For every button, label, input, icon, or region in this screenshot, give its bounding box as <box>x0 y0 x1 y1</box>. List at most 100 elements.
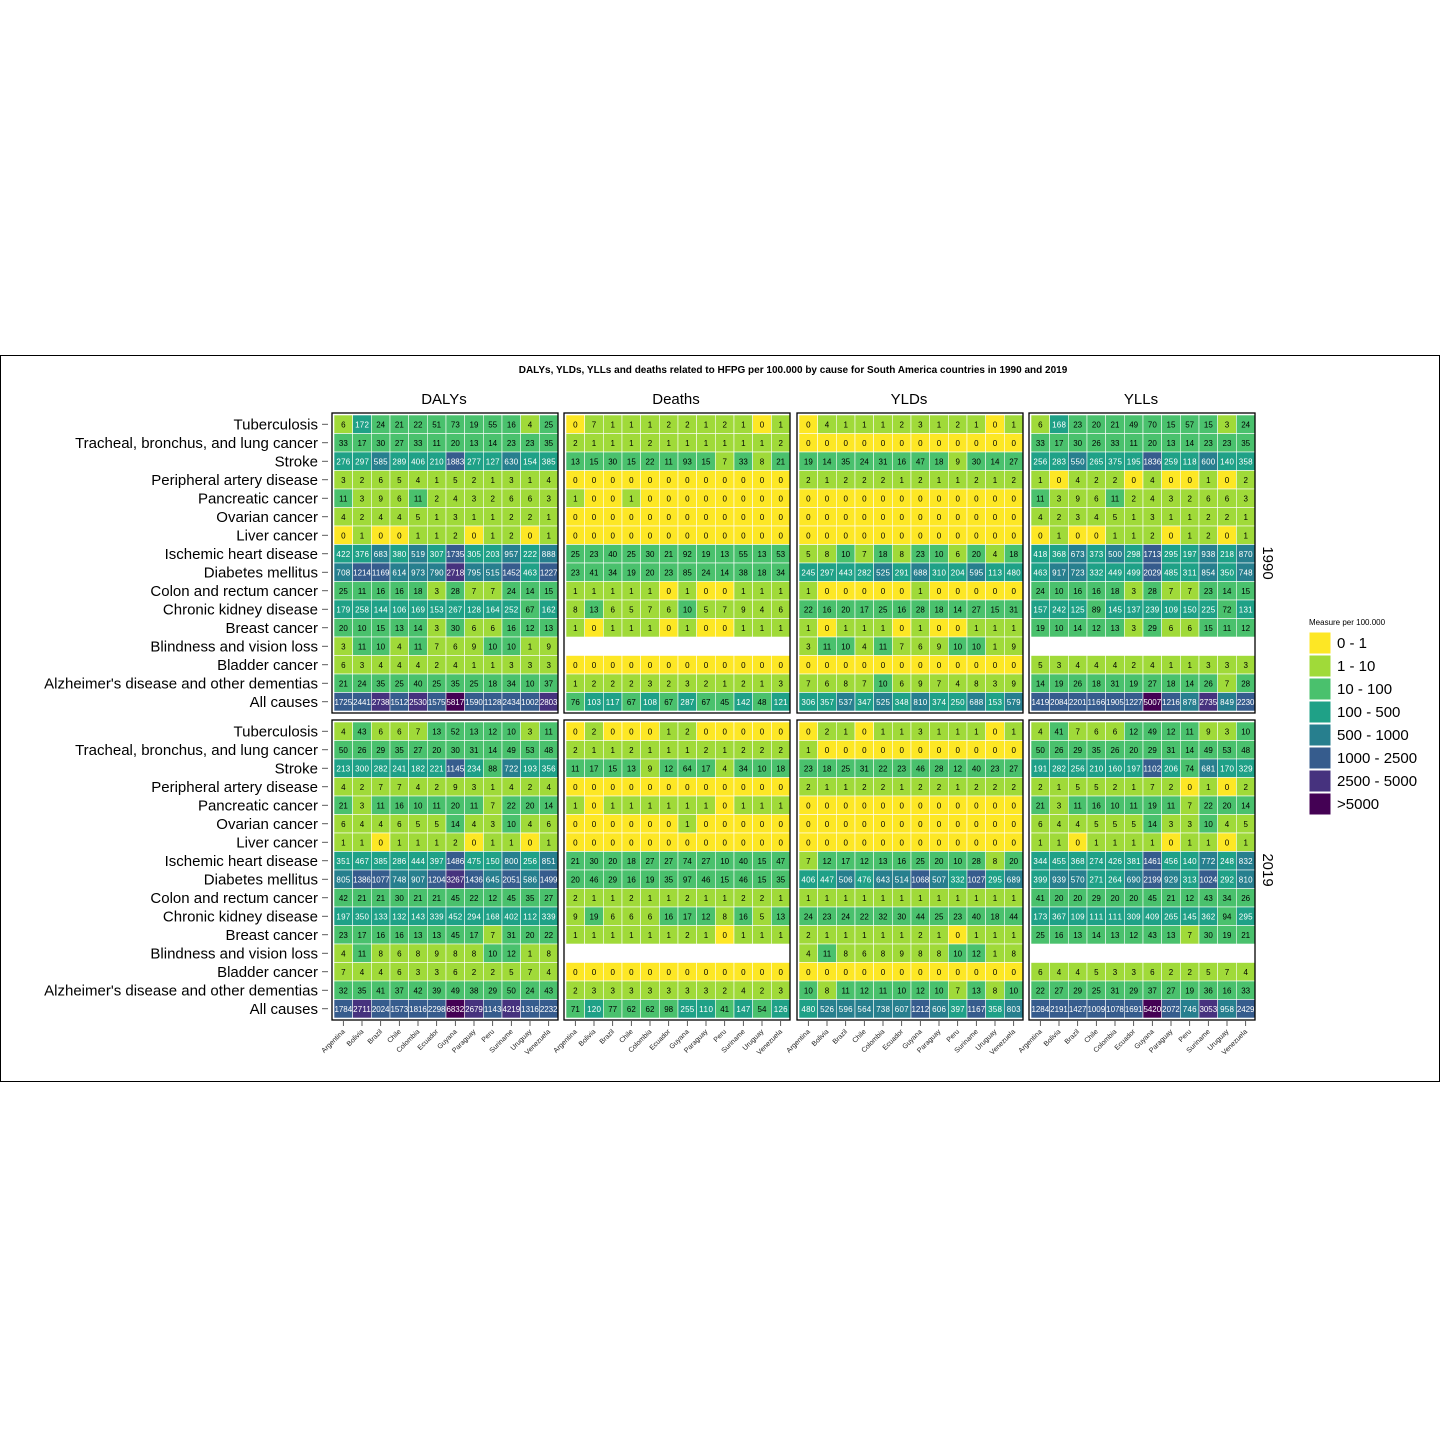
cell-value: 0 <box>881 587 886 596</box>
cell-value: 9 <box>1011 679 1016 688</box>
cell-value: 2 <box>666 420 671 429</box>
cell-value: 213 <box>336 764 350 773</box>
cell-value: 11 <box>414 494 423 503</box>
cell-value: 0 <box>722 838 727 847</box>
cell-value: 385 <box>542 457 556 466</box>
cell-value: 1 <box>528 949 533 958</box>
cell-value: 0 <box>741 727 746 736</box>
cell-value: 1 <box>648 587 653 596</box>
cell-value: 128 <box>467 605 481 614</box>
cell-value: 0 <box>1187 783 1192 792</box>
cell-value: 499 <box>1127 568 1141 577</box>
cell-value: 4 <box>341 727 346 736</box>
cell-value: 46 <box>739 875 748 884</box>
cell-value: 800 <box>504 857 518 866</box>
cell-value: 10 <box>1111 801 1120 810</box>
cell-value: 41 <box>720 1005 729 1014</box>
row-label-tracheal-bronchus-and-lung-cancer: Tracheal, bronchus, and lung cancer <box>75 435 318 452</box>
cell-value: 4 <box>416 661 421 670</box>
cell-value: 607 <box>895 1005 909 1014</box>
cell-value: 0 <box>993 494 998 503</box>
cell-value: 1 <box>760 624 765 633</box>
cell-value: 3 <box>592 986 597 995</box>
cell-value: 0 <box>760 727 765 736</box>
cell-value: 31 <box>1167 746 1176 755</box>
cell-value: 13 <box>544 624 553 633</box>
cell-value: 8 <box>993 857 998 866</box>
cell-value: 1 <box>955 894 960 903</box>
cell-value: 0 <box>778 494 783 503</box>
cell-value: 3267 <box>447 875 465 884</box>
cell-value: 74 <box>683 857 692 866</box>
cell-value: 0 <box>806 494 811 503</box>
cell-value: 6 <box>825 679 830 688</box>
cell-value: 2 <box>993 783 998 792</box>
cell-value: 1 <box>862 931 867 940</box>
cell-value: 11 <box>433 801 442 810</box>
cell-value: 0 <box>974 531 979 540</box>
cell-value: 9 <box>899 949 904 958</box>
cell-value: 0 <box>862 439 867 448</box>
cell-value: 519 <box>411 550 425 559</box>
cell-value: 0 <box>993 439 998 448</box>
cell-value: 45 <box>451 894 460 903</box>
cell-value: 0 <box>722 661 727 670</box>
cell-value: 1 <box>573 587 578 596</box>
cell-value: 1 <box>610 587 615 596</box>
cell-value: 18 <box>1009 550 1018 559</box>
cell-value: 3 <box>1225 661 1230 670</box>
cell-value: 0 <box>1094 531 1099 540</box>
cell-value: 28 <box>935 764 944 773</box>
cell-value: 23 <box>823 912 832 921</box>
cell-value: 0 <box>648 838 653 847</box>
cell-value: 0 <box>881 661 886 670</box>
cell-value: 0 <box>573 820 578 829</box>
cell-value: 1 <box>937 931 942 940</box>
cell-value: 0 <box>592 820 597 829</box>
cell-value: 0 <box>825 968 830 977</box>
cell-value: 16 <box>395 931 404 940</box>
cell-value: 43 <box>1204 894 1213 903</box>
cell-value: 1 <box>490 661 495 670</box>
cell-value: 350 <box>355 912 369 921</box>
cell-value: 300 <box>355 764 369 773</box>
cell-value: 2 <box>592 727 597 736</box>
cell-value: 688 <box>969 698 983 707</box>
cell-value: 8 <box>825 550 830 559</box>
cell-value: 13 <box>720 550 729 559</box>
cell-value: 0 <box>573 968 578 977</box>
cell-value: 0 <box>741 820 746 829</box>
cell-value: 150 <box>1183 605 1197 614</box>
cell-value: 23 <box>664 568 673 577</box>
cell-value: 27 <box>972 605 981 614</box>
cell-value: 688 <box>913 568 927 577</box>
cell-value: 9 <box>453 783 458 792</box>
cell-value: 2 <box>1011 783 1016 792</box>
cell-value: 8 <box>899 550 904 559</box>
cell-value: 6 <box>509 494 514 503</box>
cell-value: 298 <box>1127 550 1141 559</box>
cell-value: 147 <box>736 1005 750 1014</box>
cell-value: 0 <box>862 531 867 540</box>
cell-value: 368 <box>1052 550 1066 559</box>
cell-value: 406 <box>411 457 425 466</box>
cell-value: 9 <box>546 642 551 651</box>
cell-value: 0 <box>825 624 830 633</box>
cell-value: 2 <box>528 783 533 792</box>
cell-value: 31 <box>879 457 888 466</box>
cell-value: 11 <box>1036 494 1045 503</box>
cell-value: 259 <box>1164 457 1178 466</box>
cell-value: 4 <box>453 661 458 670</box>
cell-value: 2711 <box>353 1005 371 1014</box>
cell-value: 1 <box>937 894 942 903</box>
cell-value: 2 <box>1011 476 1016 485</box>
cell-value: 15 <box>1167 420 1176 429</box>
cell-value: 29 <box>1092 894 1101 903</box>
cell-value: 11 <box>358 949 367 958</box>
cell-value: 1 <box>899 931 904 940</box>
cell-value: 1419 <box>1032 698 1050 707</box>
cell-value: 1 <box>573 679 578 688</box>
cell-value: 168 <box>486 912 500 921</box>
cell-value: 241 <box>392 764 406 773</box>
